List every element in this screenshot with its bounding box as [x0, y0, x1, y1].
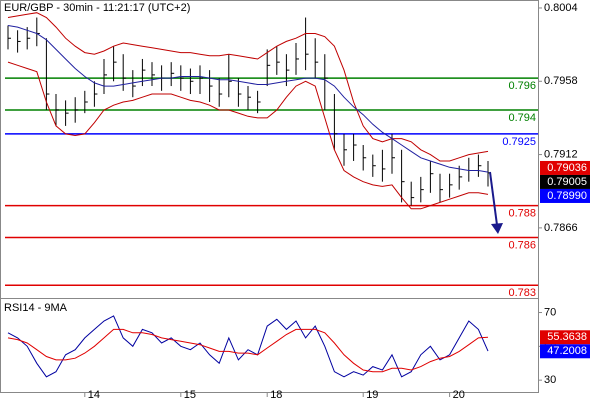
price-marker-label: 47.2008: [547, 345, 587, 357]
price-marker-label: 0.79005: [547, 176, 587, 188]
arrow-head: [491, 223, 503, 234]
price-marker-label: 55.3638: [547, 331, 587, 343]
indicator-line: [7, 25, 489, 173]
layer: 0.796 0.794 0.7925 0.788 0.786 0.783 14 15 18 19 2…: [5, 2, 590, 400]
indicator-line: [7, 12, 489, 162]
price-marker: [540, 160, 590, 175]
price-marker-label: 0.79036: [547, 162, 587, 174]
y-tick-label: 30: [544, 374, 556, 386]
level-label: 0.786: [508, 239, 536, 251]
y-tick-label: 0.7866: [544, 222, 578, 234]
level-label: 0.794: [508, 112, 536, 124]
level-label: 0.783: [508, 287, 536, 299]
level-label: 0.7925: [502, 136, 536, 148]
y-tick-label: 0.7912: [544, 148, 578, 160]
price-marker: [540, 330, 590, 345]
level-label: 0.788: [508, 207, 536, 219]
arrow: [489, 171, 498, 226]
price-marker: [540, 344, 590, 359]
indicator-line: [7, 61, 489, 210]
x-tick-label: 19: [366, 389, 378, 400]
y-tick-label: 70: [544, 306, 556, 318]
y-tick-label: 0.7958: [544, 75, 578, 87]
indicator-line: [7, 315, 489, 378]
price-marker-label: 0.78990: [547, 190, 587, 202]
x-tick-label: 18: [270, 389, 282, 400]
price-marker: [540, 174, 590, 189]
level-label: 0.796: [508, 80, 536, 92]
price-marker: [540, 188, 590, 203]
chart-title: EUR/GBP - 30min - 11:21:17 (UTC+2): [4, 2, 190, 14]
rsi-title: RSI14 - 9MA: [4, 302, 68, 314]
x-tick-label: 20: [453, 389, 465, 400]
indicator-line: [7, 328, 489, 373]
y-tick-label: 0.8004: [544, 2, 578, 14]
x-tick-label: 14: [88, 389, 100, 400]
x-tick-label: 15: [184, 389, 196, 400]
